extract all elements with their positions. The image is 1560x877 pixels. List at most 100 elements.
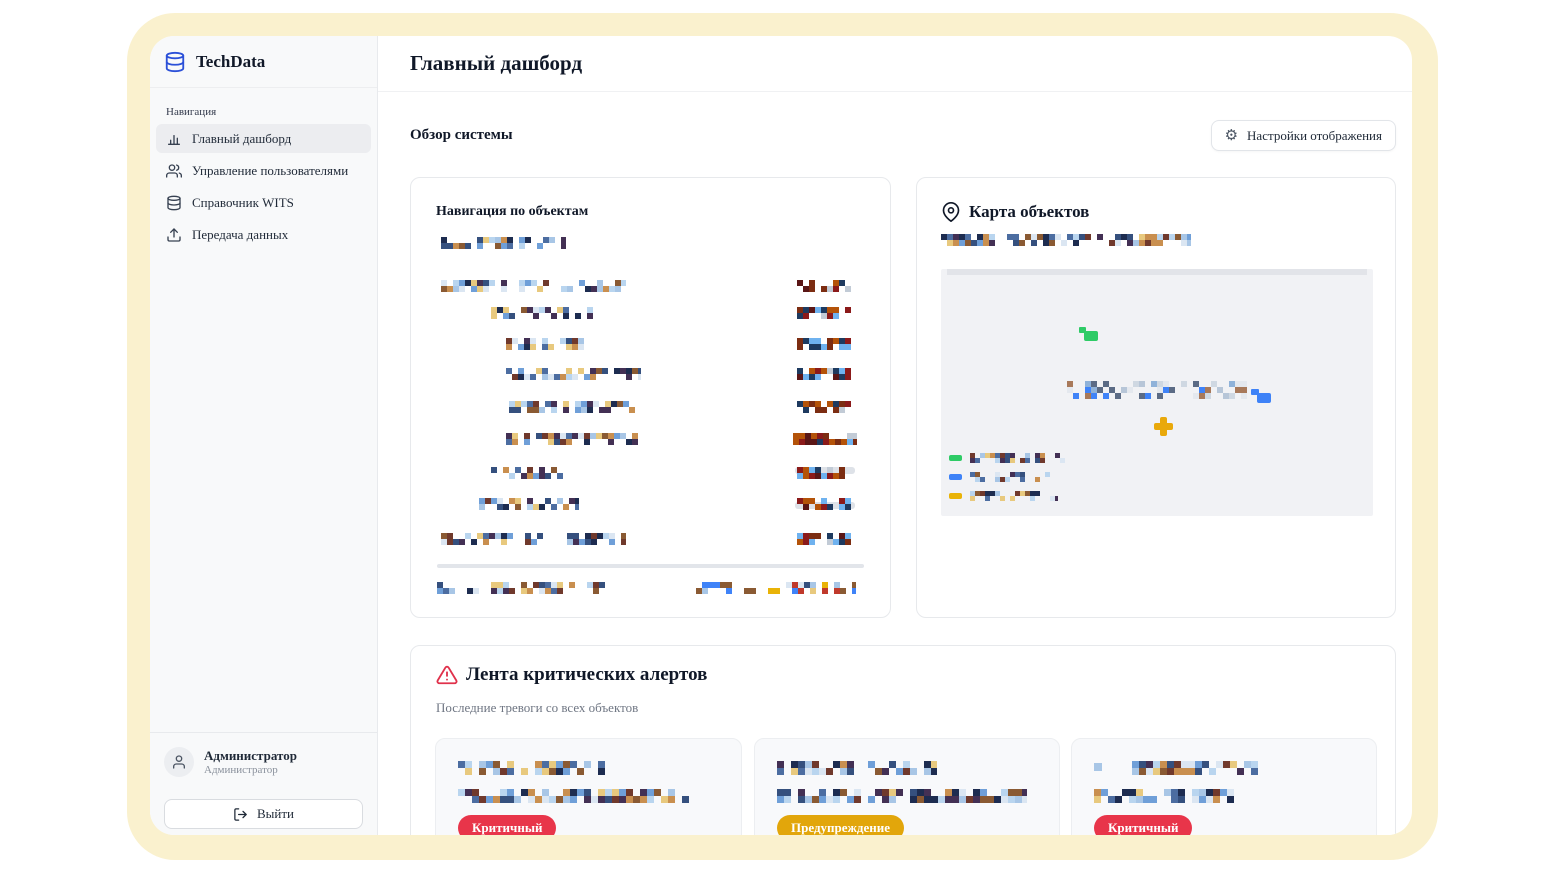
redacted-legend-text [970, 452, 1066, 464]
logout-button[interactable]: Выйти [164, 799, 363, 829]
alerts-subtitle: Последние тревоги со всех объектов [436, 700, 639, 715]
page-title: Главный дашборд [410, 51, 583, 75]
object-tree-row[interactable] [411, 467, 890, 483]
redacted-tree-label [479, 498, 579, 511]
brand-name: TechData [196, 51, 266, 71]
sidebar-item-users[interactable]: Управление пользователями [156, 156, 371, 185]
redacted-footer-left [437, 582, 607, 594]
skeleton-bar [795, 467, 855, 474]
database-logo-icon [165, 51, 185, 72]
map-title: Карта объектов [969, 202, 1090, 221]
object-tree-row[interactable] [411, 237, 890, 253]
map-marker-green[interactable] [1079, 327, 1098, 341]
redacted-tree-label [441, 533, 626, 546]
redacted-tree-label [509, 401, 639, 414]
sidebar-item-label: Передача данных [192, 226, 289, 242]
map-legend-item [949, 490, 1058, 502]
user-row: Администратор Администратор [164, 747, 363, 777]
redacted-tree-label [506, 433, 646, 446]
sidebar-item-label: Справочник WITS [192, 194, 294, 210]
map-top-bar [947, 269, 1367, 275]
user-role: Администратор [204, 763, 278, 776]
redacted-badge [797, 467, 853, 479]
severity-badge-warning: Предупреждение [777, 815, 905, 835]
severity-badge-critical: Критичный [458, 815, 557, 835]
object-tree-row[interactable] [411, 498, 890, 514]
gear-icon: ⚙ [1224, 126, 1239, 144]
legend-swatch-green [949, 455, 962, 461]
redacted-badge [797, 280, 853, 292]
main-header: Главный дашборд [378, 36, 1412, 92]
object-tree-card: Навигация по объектам [410, 177, 891, 618]
redacted-map-label [1067, 381, 1247, 399]
main-area: Главный дашборд Обзор системы ⚙ Настройк… [378, 36, 1412, 835]
sidebar-item-dashboard[interactable]: Главный дашборд [156, 124, 371, 153]
object-tree-row[interactable] [411, 401, 890, 417]
map-marker-blue[interactable] [1251, 389, 1271, 403]
users-icon [166, 163, 182, 178]
sidebar-item-transfer[interactable]: Передача данных [156, 220, 371, 249]
tree-status-badge [790, 498, 860, 510]
sidebar-item-label: Главный дашборд [192, 130, 292, 146]
object-tree-title: Навигация по объектам [436, 204, 589, 219]
alerts-feed-card: Лента критических алертов Последние трев… [410, 645, 1396, 835]
sidebar-bottom: Администратор Администратор Выйти [150, 732, 377, 835]
alerts-title: Лента критических алертов [466, 664, 708, 685]
redacted-legend-text [970, 490, 1058, 502]
redacted-badge [797, 533, 853, 545]
redacted-badge [797, 368, 853, 380]
sidebar-item-label: Управление пользователями [192, 162, 349, 178]
redacted-alert-message [777, 789, 1027, 803]
legend-swatch-yellow [949, 493, 962, 499]
alert-item-card[interactable]: Критичный [435, 738, 742, 835]
alert-item-card[interactable]: Предупреждение [754, 738, 1060, 835]
object-tree-row[interactable] [411, 307, 890, 323]
redacted-tree-label [441, 280, 626, 293]
avatar [164, 747, 194, 777]
upload-icon [167, 227, 181, 242]
redacted-tree-label [491, 467, 571, 480]
severity-badge-critical: Критичный [1094, 815, 1193, 835]
database-icon [167, 195, 181, 210]
map-title-row: Карта объектов [941, 202, 1089, 222]
redacted-alert-message [1094, 789, 1244, 803]
alert-item-card[interactable]: Критичный [1071, 738, 1377, 835]
redacted-alert-title [458, 761, 608, 775]
map-marker-plus[interactable] [1154, 417, 1173, 436]
redacted-tree-label [491, 307, 606, 320]
object-tree-row[interactable] [411, 368, 890, 384]
sidebar-item-wits[interactable]: Справочник WITS [156, 188, 371, 217]
redacted-badge [797, 307, 853, 319]
logo-row: TechData [150, 36, 377, 88]
redacted-footer-right [696, 582, 856, 594]
object-tree-row[interactable] [411, 338, 890, 354]
redacted-alert-message [458, 789, 693, 803]
user-icon [173, 755, 185, 769]
display-settings-button[interactable]: ⚙ Настройки отображения [1210, 120, 1396, 151]
overview-bar: Обзор системы ⚙ Настройки отображения [410, 120, 1396, 151]
map-canvas[interactable] [941, 269, 1373, 516]
logout-label: Выйти [256, 806, 294, 821]
alert-triangle-icon [436, 665, 458, 685]
object-tree-row[interactable] [411, 433, 890, 449]
redacted-map-subtitle [941, 234, 1191, 246]
nav-section-label: Навигация [166, 106, 217, 118]
redacted-badge [797, 338, 853, 350]
redacted-tree-label [441, 237, 566, 250]
redacted-alert-dot [1094, 763, 1102, 771]
bar-chart-icon [168, 134, 180, 145]
legend-swatch-blue [949, 474, 962, 480]
redacted-legend-text [970, 471, 1050, 483]
map-legend-item [949, 471, 1050, 483]
sidebar: TechData Навигация Главный дашборд Управ… [150, 36, 378, 835]
alerts-head: Лента критических алертов [436, 664, 707, 686]
object-map-card: Карта объектов [916, 177, 1396, 618]
object-tree-row[interactable] [411, 280, 890, 296]
overview-heading: Обзор системы [410, 127, 513, 143]
redacted-tree-label [506, 338, 586, 351]
redacted-badge [797, 401, 853, 413]
tree-divider [437, 564, 864, 568]
user-name: Администратор [204, 747, 297, 763]
object-tree-row[interactable] [411, 533, 890, 549]
map-pin-icon [942, 202, 960, 222]
